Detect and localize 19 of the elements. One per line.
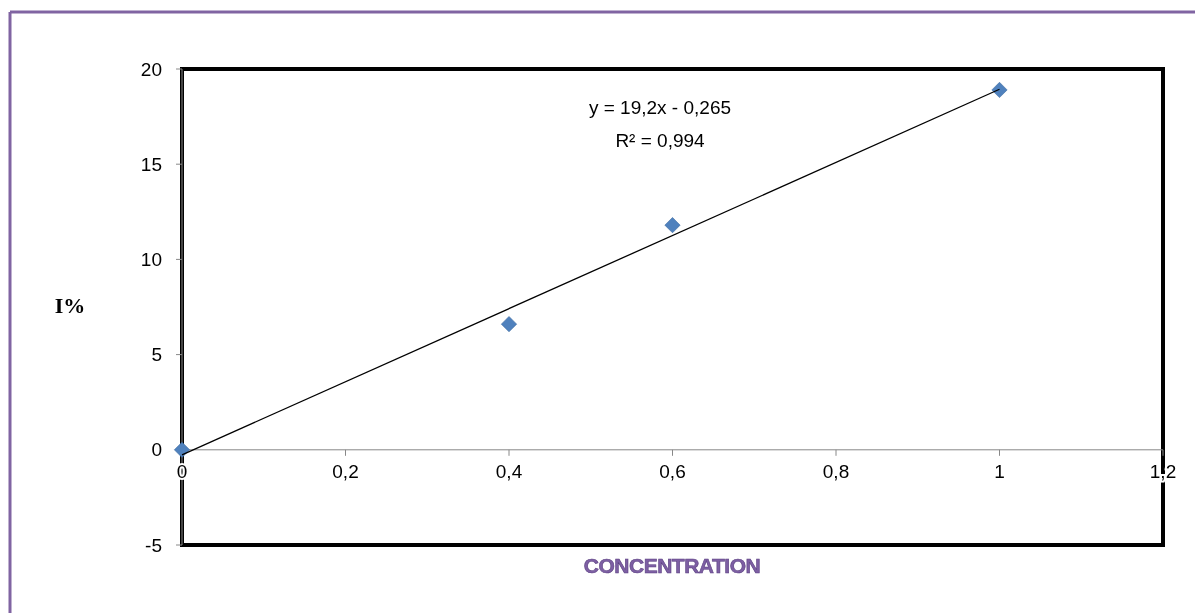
y-tick-label: 10 <box>140 249 162 271</box>
x-tick-label: 0,6 <box>659 460 686 482</box>
point <box>664 217 681 234</box>
x-tick-label: 0,4 <box>495 460 523 482</box>
x-tick-label: 0,2 <box>332 460 359 482</box>
point <box>501 316 517 333</box>
y-axis-title: I% <box>54 293 86 318</box>
point <box>174 441 190 458</box>
x-axis-title: CONCENTRATION <box>583 554 761 577</box>
annotation: R² = 0,994 <box>615 130 706 151</box>
y-tick-label: 0 <box>151 439 162 461</box>
annotation: y = 19,2x - 0,265 <box>588 97 732 118</box>
point <box>991 81 1008 98</box>
y-tick-label: 15 <box>140 153 162 175</box>
x-tick-label: 1 <box>994 460 1005 482</box>
x-tick-label: 0,8 <box>822 460 850 482</box>
y-tick-label: 20 <box>140 58 162 80</box>
y-tick-label: 5 <box>151 344 162 366</box>
y-tick-label: -5 <box>145 534 162 556</box>
